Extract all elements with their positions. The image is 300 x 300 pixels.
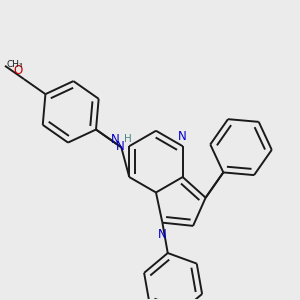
Text: N: N [178,130,187,143]
Text: N: N [111,133,120,146]
Text: O: O [13,64,22,77]
Text: H: H [124,134,132,144]
Text: N: N [116,140,124,153]
Text: N: N [158,228,167,241]
Text: CH₃: CH₃ [7,60,23,69]
